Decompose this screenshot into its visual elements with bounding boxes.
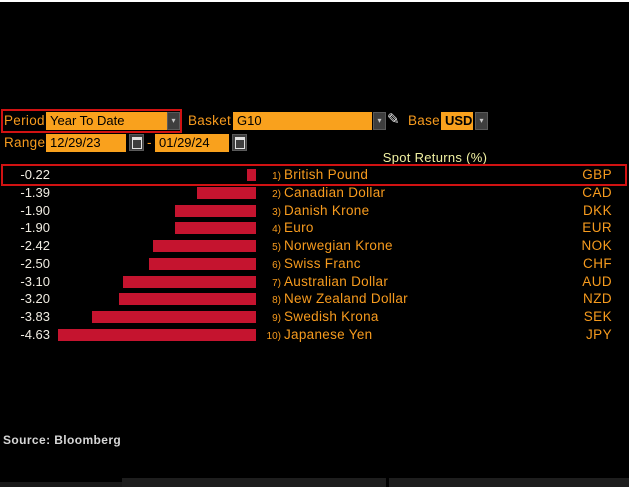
chart-title: Spot Returns (%) — [382, 150, 488, 165]
currency-name-text: Swiss Franc — [284, 255, 361, 271]
currency-row[interactable]: -1.90 4) Euro EUR — [0, 219, 629, 237]
currency-row[interactable]: -2.50 6) Swiss Franc CHF — [0, 255, 629, 273]
row-rank: 3) — [272, 206, 281, 218]
currency-row[interactable]: -1.39 2) Canadian Dollar CAD — [0, 184, 629, 202]
return-bar — [58, 328, 256, 341]
currency-code: NZD — [583, 291, 612, 307]
currency-code: CHF — [583, 255, 612, 271]
currency-row[interactable]: -3.10 7) Australian Dollar AUD — [0, 273, 629, 291]
currency-name: 10) Japanese Yen — [258, 326, 373, 346]
currency-name-text: Japanese Yen — [284, 326, 373, 342]
range-start-input[interactable]: 12/29/23 — [46, 134, 126, 152]
currency-code: CAD — [582, 184, 612, 200]
base-select[interactable]: USD — [441, 112, 473, 130]
row-rank: 5) — [272, 242, 281, 253]
bottom-strip-right — [389, 478, 629, 487]
currency-name: 8) New Zealand Dollar — [258, 290, 408, 310]
return-value-label: -3.83 — [20, 309, 50, 324]
return-bar — [175, 204, 256, 217]
currency-code: JPY — [586, 326, 612, 342]
basket-label: Basket — [188, 113, 232, 128]
row-rank: 9) — [272, 313, 281, 324]
return-value-label: -4.63 — [20, 326, 50, 342]
currency-name-text: Swedish Krona — [284, 309, 379, 324]
currency-row[interactable]: -2.42 5) Norwegian Krone NOK — [0, 237, 629, 255]
currency-name-text: Euro — [284, 220, 314, 236]
return-bar — [123, 275, 256, 288]
bottom-strip-left — [0, 482, 122, 487]
currency-row[interactable]: -3.20 8) New Zealand Dollar NZD — [0, 290, 629, 308]
row-rank: 6) — [272, 259, 281, 271]
currency-name-text: Canadian Dollar — [284, 184, 386, 200]
currency-code: SEK — [583, 309, 612, 324]
return-value-label: -2.50 — [20, 255, 50, 271]
source-credit: Source: Bloomberg — [3, 433, 122, 447]
top-border-line — [0, 0, 629, 2]
currency-name-text: British Pound — [284, 167, 369, 182]
pencil-edit-icon[interactable]: ✎ — [387, 111, 400, 128]
return-value-label: -3.10 — [20, 273, 50, 289]
return-value-label: -1.90 — [20, 220, 50, 236]
currency-row[interactable]: -1.90 3) Danish Krone DKK — [0, 202, 629, 220]
currency-name: 9) Swedish Krona — [258, 308, 379, 328]
range-start-calendar-icon[interactable] — [129, 134, 144, 151]
period-label: Period — [4, 113, 45, 128]
currency-row[interactable]: -0.22 1) British Pound GBP — [0, 166, 629, 184]
currency-code: GBP — [582, 167, 612, 182]
period-select[interactable]: Year To Date — [46, 112, 167, 130]
range-end-calendar-icon[interactable] — [232, 134, 247, 151]
currency-name: 6) Swiss Franc — [258, 255, 361, 275]
currency-code: DKK — [583, 202, 612, 218]
period-dropdown-arrow-icon[interactable]: ▾ — [167, 112, 180, 130]
return-bar — [149, 257, 256, 270]
currency-code: AUD — [582, 273, 612, 289]
currency-name: 1) British Pound — [258, 166, 368, 186]
bottom-strip-middle — [122, 478, 386, 487]
return-value-label: -2.42 — [20, 238, 50, 253]
return-bar — [175, 222, 256, 235]
basket-select[interactable]: G10 — [233, 112, 372, 130]
currency-name: 4) Euro — [258, 219, 314, 239]
currency-name: 5) Norwegian Krone — [258, 237, 393, 257]
currency-name-text: Danish Krone — [284, 202, 370, 218]
return-bar — [197, 186, 256, 199]
currency-name: 2) Canadian Dollar — [258, 184, 385, 204]
row-rank: 2) — [272, 188, 281, 200]
currency-row[interactable]: -4.63 10) Japanese Yen JPY — [0, 326, 629, 344]
calendar-glyph — [234, 136, 245, 149]
basket-dropdown-arrow-icon[interactable]: ▾ — [373, 112, 386, 130]
row-rank: 10) — [266, 330, 281, 342]
currency-name: 7) Australian Dollar — [258, 273, 388, 293]
range-end-input[interactable]: 01/29/24 — [155, 134, 229, 152]
base-label: Base — [408, 113, 440, 128]
range-label: Range — [4, 135, 46, 150]
row-rank: 8) — [272, 295, 281, 307]
row-rank: 7) — [272, 277, 281, 289]
base-dropdown-arrow-icon[interactable]: ▾ — [475, 112, 488, 130]
return-value-label: -1.39 — [20, 184, 50, 200]
currency-code: NOK — [581, 238, 612, 253]
row-rank: 4) — [272, 224, 281, 236]
currency-code: EUR — [582, 220, 612, 236]
calendar-glyph — [131, 136, 142, 149]
currency-name-text: New Zealand Dollar — [284, 291, 408, 307]
return-bar — [247, 169, 256, 181]
row-rank: 1) — [272, 171, 281, 182]
currency-row[interactable]: -3.83 9) Swedish Krona SEK — [0, 308, 629, 326]
return-value-label: -3.20 — [20, 291, 50, 307]
range-separator: - — [147, 135, 152, 150]
return-bar — [92, 311, 256, 323]
return-value-label: -0.22 — [20, 167, 50, 182]
return-bar — [119, 293, 256, 306]
currency-name-text: Australian Dollar — [284, 273, 389, 289]
currency-name: 3) Danish Krone — [258, 202, 369, 222]
currency-name-text: Norwegian Krone — [284, 238, 393, 253]
return-value-label: -1.90 — [20, 202, 50, 218]
return-bar — [153, 240, 256, 252]
